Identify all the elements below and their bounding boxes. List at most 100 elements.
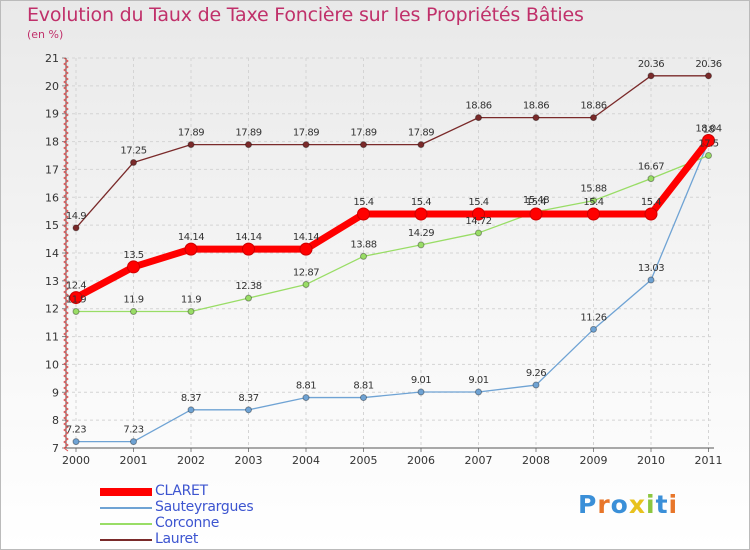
series-line-lauret xyxy=(75,75,710,229)
data-label-sauteyrargues: 18 xyxy=(703,125,715,136)
data-label-corconne: 11.9 xyxy=(66,295,86,306)
data-point-sauteyrargues xyxy=(360,394,367,402)
x-tick-label: 2007 xyxy=(465,454,493,467)
data-point-claret xyxy=(184,242,198,256)
data-point-sauteyrargues xyxy=(130,438,137,446)
data-point-lauret xyxy=(647,72,655,80)
data-label-lauret: 17.89 xyxy=(178,128,204,139)
data-point-lauret xyxy=(130,158,137,166)
data-point-corconne xyxy=(475,229,482,237)
data-label-corconne: 16.67 xyxy=(638,162,664,173)
y-tick-label: 20 xyxy=(45,80,59,93)
series-line-corconne xyxy=(75,154,710,313)
logo-letter: o xyxy=(610,490,629,519)
data-point-lauret xyxy=(590,114,597,122)
y-tick-label: 21 xyxy=(45,52,59,65)
y-tick-label: 16 xyxy=(45,191,59,204)
data-point-claret xyxy=(587,207,600,221)
data-label-sauteyrargues: 7.23 xyxy=(66,425,86,436)
data-point-corconne xyxy=(590,197,597,205)
data-label-lauret: 18.86 xyxy=(580,101,606,112)
data-point-corconne xyxy=(130,308,137,315)
data-point-sauteyrargues xyxy=(302,394,310,402)
data-label-lauret: 17.89 xyxy=(350,128,376,139)
data-point-sauteyrargues xyxy=(245,406,252,414)
data-label-claret: 15.4 xyxy=(583,197,603,208)
data-label-claret: 15.4 xyxy=(526,197,546,208)
data-point-sauteyrargues xyxy=(72,438,80,446)
data-point-corconne xyxy=(360,252,367,260)
data-label-lauret: 14.9 xyxy=(66,211,86,222)
x-tick-label: 2011 xyxy=(695,454,723,467)
data-point-claret xyxy=(242,242,255,256)
data-label-sauteyrargues: 11.26 xyxy=(580,312,606,323)
data-point-corconne xyxy=(187,308,195,315)
legend-label-corconne: Corconne xyxy=(155,515,220,531)
data-point-claret xyxy=(69,291,83,305)
data-label-sauteyrargues: 8.37 xyxy=(181,393,201,404)
data-label-sauteyrargues: 7.23 xyxy=(123,425,143,436)
data-point-sauteyrargues xyxy=(475,388,482,396)
legend-label-lauret: Lauret xyxy=(155,531,199,547)
data-label-sauteyrargues: 9.26 xyxy=(526,368,546,379)
data-label-corconne: 14.72 xyxy=(465,216,491,227)
data-label-corconne: 15.48 xyxy=(523,195,549,206)
y-tick-label: 10 xyxy=(45,358,59,371)
logo-letter: r xyxy=(597,490,611,519)
data-point-lauret xyxy=(360,141,367,149)
data-label-claret: 15.4 xyxy=(411,197,431,208)
data-label-sauteyrargues: 9.01 xyxy=(411,375,431,386)
series-line-claret xyxy=(72,136,712,302)
logo-letter: i xyxy=(646,490,656,519)
data-label-sauteyrargues: 8.37 xyxy=(238,393,258,404)
data-label-sauteyrargues: 9.01 xyxy=(468,375,488,386)
data-label-claret: 13.5 xyxy=(123,250,143,261)
data-point-claret xyxy=(299,242,313,256)
x-tick-label: 2000 xyxy=(62,454,90,467)
logo-letter: P xyxy=(578,490,598,519)
data-point-corconne xyxy=(705,152,712,159)
legend-swatch-lauret xyxy=(100,539,152,541)
legend-swatch-claret xyxy=(100,488,152,496)
y-tick-label: 8 xyxy=(52,414,59,427)
data-point-sauteyrargues xyxy=(647,276,655,284)
data-label-lauret: 20.36 xyxy=(638,59,664,70)
data-label-claret: 15.4 xyxy=(468,197,488,208)
y-tick-label: 13 xyxy=(45,275,59,288)
legend-swatch-corconne xyxy=(100,523,152,525)
data-label-corconne: 11.9 xyxy=(123,295,143,306)
data-point-sauteyrargues xyxy=(187,406,195,414)
data-point-lauret xyxy=(302,141,310,149)
logo-letter: i xyxy=(668,490,679,519)
data-point-claret xyxy=(127,260,140,274)
data-label-sauteyrargues: 8.81 xyxy=(353,381,373,392)
data-point-claret xyxy=(472,207,485,221)
data-label-claret: 14.14 xyxy=(235,232,261,243)
chart-subtitle: (en %) xyxy=(27,28,64,41)
data-point-claret xyxy=(414,207,428,221)
data-point-lauret xyxy=(417,141,425,149)
data-label-corconne: 12.87 xyxy=(293,267,319,278)
data-label-lauret: 20.36 xyxy=(695,59,721,70)
data-point-sauteyrargues xyxy=(417,388,425,396)
data-point-corconne xyxy=(72,308,80,315)
data-point-lauret xyxy=(245,141,252,149)
y-tick-label: 18 xyxy=(45,136,59,149)
y-tick-label: 11 xyxy=(45,331,59,344)
y-axis-zigzag xyxy=(63,57,69,452)
data-point-lauret xyxy=(532,114,540,122)
y-tick-label: 19 xyxy=(45,108,59,121)
series-line-sauteyrargues xyxy=(75,140,710,443)
data-label-claret: 14.14 xyxy=(178,232,204,243)
x-tick-label: 2006 xyxy=(407,454,435,467)
x-tick-label: 2001 xyxy=(120,454,148,467)
chart-title: Evolution du Taux de Taxe Foncière sur l… xyxy=(27,4,584,26)
data-point-corconne xyxy=(245,294,252,302)
data-label-corconne: 15.88 xyxy=(580,184,606,195)
data-label-lauret: 17.89 xyxy=(408,128,434,139)
data-point-claret xyxy=(702,133,715,147)
proxiti-logo: Proxiti xyxy=(578,490,678,519)
data-label-corconne: 12.38 xyxy=(235,281,261,292)
data-point-sauteyrargues xyxy=(590,325,597,333)
